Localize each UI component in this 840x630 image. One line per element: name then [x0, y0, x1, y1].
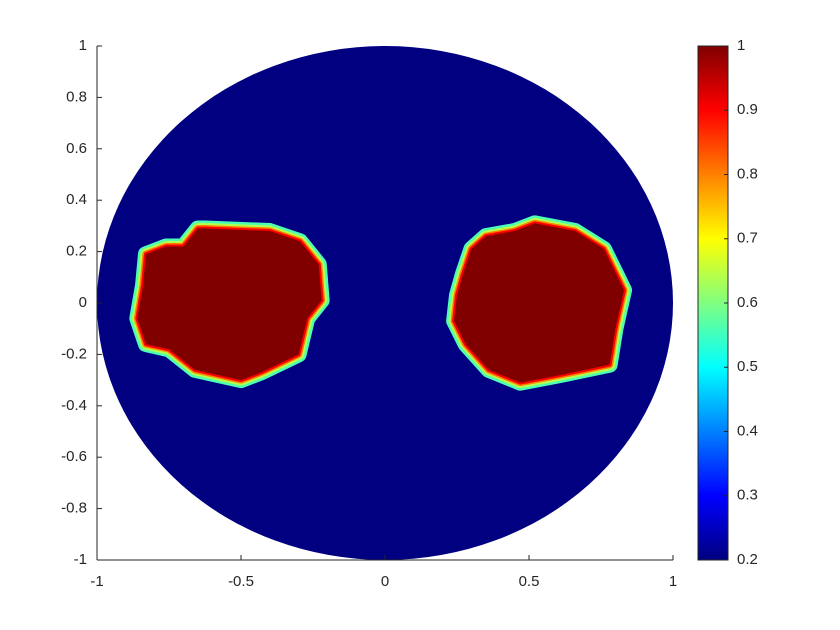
domain-disk [97, 46, 673, 560]
colorbar-tick-label: 0.5 [737, 358, 758, 375]
colorbar-tick-label: 0.9 [737, 101, 758, 118]
colorbar-tick-label: 0.3 [737, 487, 758, 504]
y-tick-label: 1 [79, 37, 87, 54]
y-tick-label: 0.4 [66, 191, 87, 208]
y-tick-label: 0.8 [66, 88, 87, 105]
y-tick-label: -0.8 [61, 500, 87, 517]
x-tick-label: -0.5 [228, 573, 254, 590]
x-tick-label: 1 [669, 573, 677, 590]
colorbar-tick-label: 0.2 [737, 551, 758, 568]
region [454, 223, 625, 383]
x-tick-label: -1 [90, 573, 103, 590]
y-tick-label: 0 [79, 294, 87, 311]
y-tick-label: -1 [74, 551, 87, 568]
y-tick-label: 0.2 [66, 243, 87, 260]
colorbar-tick-label: 0.7 [737, 230, 758, 247]
y-tick-label: -0.4 [61, 397, 87, 414]
colorbar-tick-label: 1 [737, 37, 745, 54]
x-tick-label: 0 [381, 573, 389, 590]
y-tick-label: -0.2 [61, 345, 87, 362]
region [137, 228, 322, 381]
colorbar [697, 45, 729, 561]
colorbar-tick-label: 0.4 [737, 422, 758, 439]
colorbar-tick-label: 0.8 [737, 165, 758, 182]
colorbar-tick-label: 0.6 [737, 294, 758, 311]
x-tick-label: 0.5 [519, 573, 540, 590]
y-tick-label: -0.6 [61, 448, 87, 465]
y-tick-label: 0.6 [66, 140, 87, 157]
